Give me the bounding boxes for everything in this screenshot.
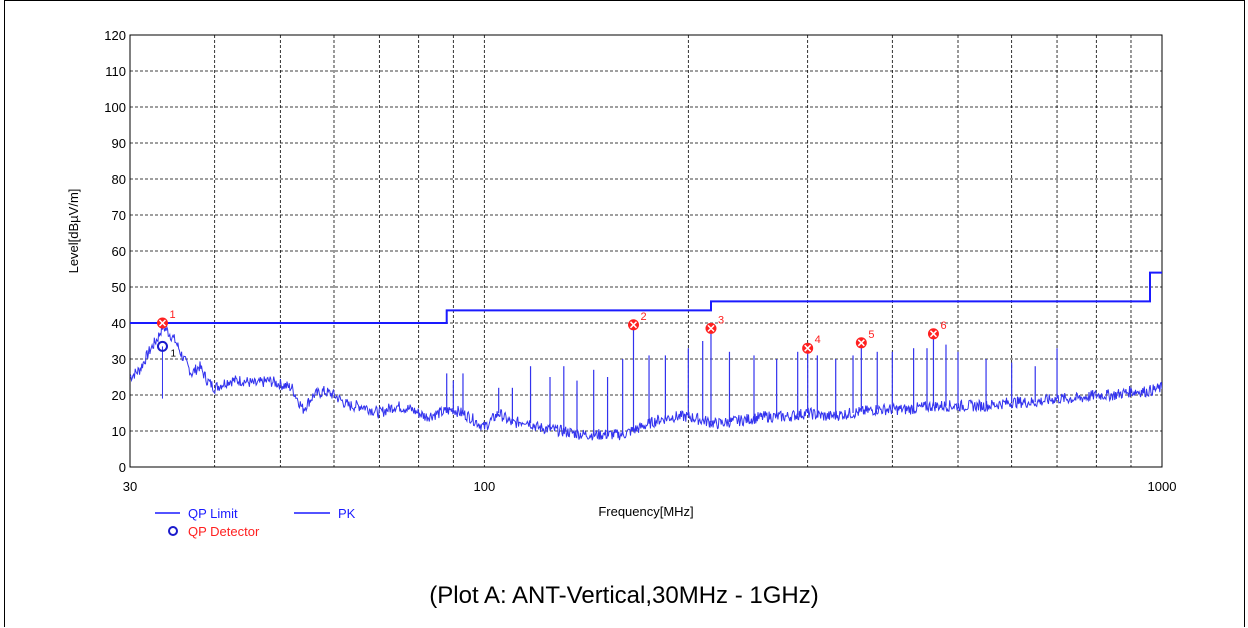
y-tick-label: 40	[112, 316, 126, 331]
y-axis-label: Level[dBµV/m]	[66, 189, 81, 274]
peak-marker-cross	[158, 319, 167, 327]
x-axis-label: Frequency[MHz]	[598, 504, 693, 519]
qp-detector-point	[156, 340, 168, 352]
qp-detector-label: 1	[170, 348, 176, 359]
plot-caption: (Plot A: ANT-Vertical,30MHz - 1GHz)	[429, 582, 819, 609]
y-tick-label: 50	[112, 280, 126, 295]
y-tick-label: 10	[112, 424, 126, 439]
peak-marker-cross	[929, 330, 937, 338]
peak-marker-cross	[707, 324, 715, 332]
x-tick-label: 30	[123, 479, 137, 494]
pk-trace	[130, 322, 1162, 441]
y-tick-label: 70	[112, 208, 126, 223]
peak-marker-label: 4	[815, 334, 821, 346]
y-tick-label: 0	[119, 460, 126, 475]
y-tick-label: 80	[112, 172, 126, 187]
legend-qp-limit-label: QP Limit	[188, 506, 238, 521]
peak-marker-label: 3	[718, 314, 724, 326]
peak-marker-cross	[804, 344, 812, 352]
y-tick-label: 30	[112, 352, 126, 367]
x-tick-label: 100	[473, 479, 495, 494]
legend-qp-detector-label: QP Detector	[188, 524, 260, 539]
peak-marker-label: 2	[640, 311, 646, 323]
peak-marker-label: 1	[169, 309, 175, 321]
peak-marker-label: 6	[940, 320, 946, 332]
y-tick-label: 110	[105, 64, 126, 79]
plot-border	[129, 34, 1163, 468]
peak-marker-cross	[629, 321, 638, 329]
x-tick-label: 1000	[1148, 479, 1177, 494]
y-tick-label: 60	[112, 244, 126, 259]
legend-qp-detector-swatch	[168, 526, 178, 536]
legend-pk-label: PK	[338, 506, 356, 521]
y-tick-label: 20	[112, 388, 126, 403]
qp-limit-line	[130, 271, 1162, 324]
y-tick-label: 90	[112, 136, 126, 151]
y-tick-label: 100	[104, 100, 126, 115]
y-tick-label: 120	[104, 28, 126, 43]
peak-marker-label: 5	[868, 329, 874, 341]
peak-marker-cross	[857, 339, 865, 347]
